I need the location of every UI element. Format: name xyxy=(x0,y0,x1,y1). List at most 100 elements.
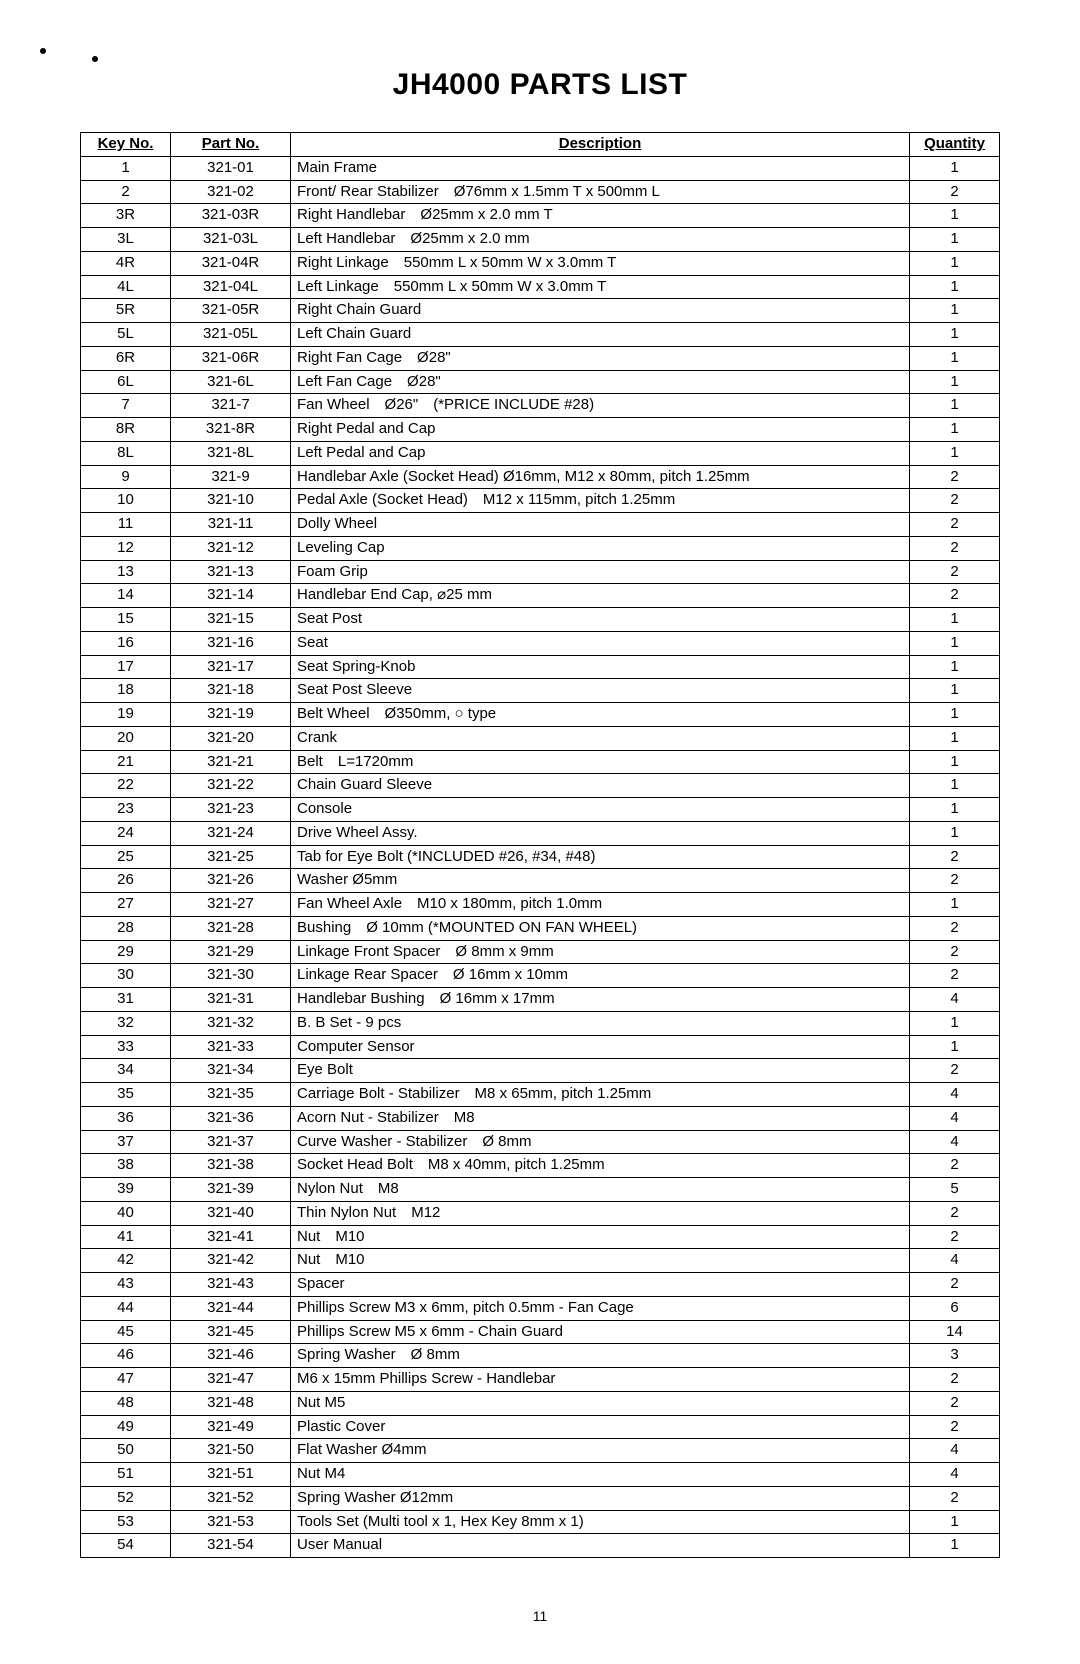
cell-part: 321-36 xyxy=(171,1106,291,1130)
cell-part: 321-9 xyxy=(171,465,291,489)
cell-quantity: 2 xyxy=(910,1201,1000,1225)
cell-description: Leveling Cap xyxy=(291,536,910,560)
cell-part: 321-13 xyxy=(171,560,291,584)
cell-key: 20 xyxy=(81,726,171,750)
table-row: 29321-29Linkage Front Spacer Ø 8mm x 9mm… xyxy=(81,940,1000,964)
cell-part: 321-03L xyxy=(171,228,291,252)
cell-description: Nut M4 xyxy=(291,1463,910,1487)
cell-description: Seat Spring-Knob xyxy=(291,655,910,679)
cell-description: Socket Head Bolt M8 x 40mm, pitch 1.25mm xyxy=(291,1154,910,1178)
table-row: 38321-38Socket Head Bolt M8 x 40mm, pitc… xyxy=(81,1154,1000,1178)
cell-key: 43 xyxy=(81,1273,171,1297)
cell-key: 2 xyxy=(81,180,171,204)
table-row: 48321-48Nut M52 xyxy=(81,1391,1000,1415)
cell-description: Belt Wheel Ø350mm, ○ type xyxy=(291,703,910,727)
table-row: 49321-49Plastic Cover2 xyxy=(81,1415,1000,1439)
cell-quantity: 2 xyxy=(910,1154,1000,1178)
cell-quantity: 1 xyxy=(910,1035,1000,1059)
cell-part: 321-30 xyxy=(171,964,291,988)
cell-part: 321-52 xyxy=(171,1486,291,1510)
table-row: 45321-45Phillips Screw M5 x 6mm - Chain … xyxy=(81,1320,1000,1344)
cell-part: 321-06R xyxy=(171,346,291,370)
cell-key: 12 xyxy=(81,536,171,560)
cell-key: 16 xyxy=(81,631,171,655)
table-row: 34321-34Eye Bolt2 xyxy=(81,1059,1000,1083)
table-row: 9321-9Handlebar Axle (Socket Head) Ø16mm… xyxy=(81,465,1000,489)
cell-part: 321-24 xyxy=(171,821,291,845)
cell-description: Carriage Bolt - Stabilizer M8 x 65mm, pi… xyxy=(291,1083,910,1107)
cell-key: 51 xyxy=(81,1463,171,1487)
cell-description: Left Handlebar Ø25mm x 2.0 mm xyxy=(291,228,910,252)
cell-description: Seat xyxy=(291,631,910,655)
cell-description: Fan Wheel Axle M10 x 180mm, pitch 1.0mm xyxy=(291,893,910,917)
cell-key: 23 xyxy=(81,798,171,822)
cell-description: Spring Washer Ø12mm xyxy=(291,1486,910,1510)
cell-part: 321-46 xyxy=(171,1344,291,1368)
table-row: 3R321-03RRight Handlebar Ø25mm x 2.0 mm … xyxy=(81,204,1000,228)
cell-quantity: 1 xyxy=(910,1534,1000,1558)
cell-description: Spring Washer Ø 8mm xyxy=(291,1344,910,1368)
cell-quantity: 1 xyxy=(910,275,1000,299)
cell-part: 321-25 xyxy=(171,845,291,869)
cell-quantity: 2 xyxy=(910,1273,1000,1297)
cell-quantity: 2 xyxy=(910,584,1000,608)
cell-description: Handlebar End Cap, ⌀25 mm xyxy=(291,584,910,608)
cell-description: Thin Nylon Nut M12 xyxy=(291,1201,910,1225)
cell-description: Nylon Nut M8 xyxy=(291,1178,910,1202)
cell-part: 321-01 xyxy=(171,156,291,180)
cell-part: 321-7 xyxy=(171,394,291,418)
cell-key: 21 xyxy=(81,750,171,774)
cell-quantity: 1 xyxy=(910,370,1000,394)
cell-key: 52 xyxy=(81,1486,171,1510)
cell-key: 4L xyxy=(81,275,171,299)
cell-part: 321-05R xyxy=(171,299,291,323)
table-body: 1321-01Main Frame12321-02Front/ Rear Sta… xyxy=(81,156,1000,1557)
table-row: 32321-32B. B Set - 9 pcs1 xyxy=(81,1011,1000,1035)
cell-quantity: 2 xyxy=(910,1368,1000,1392)
cell-description: Tools Set (Multi tool x 1, Hex Key 8mm x… xyxy=(291,1510,910,1534)
col-header-desc: Description xyxy=(291,133,910,157)
cell-quantity: 1 xyxy=(910,655,1000,679)
table-row: 19321-19Belt Wheel Ø350mm, ○ type1 xyxy=(81,703,1000,727)
cell-quantity: 1 xyxy=(910,893,1000,917)
cell-description: Left Linkage 550mm L x 50mm W x 3.0mm T xyxy=(291,275,910,299)
cell-part: 321-14 xyxy=(171,584,291,608)
cell-quantity: 2 xyxy=(910,1391,1000,1415)
cell-key: 4R xyxy=(81,251,171,275)
cell-part: 321-48 xyxy=(171,1391,291,1415)
cell-description: Bushing Ø 10mm (*MOUNTED ON FAN WHEEL) xyxy=(291,916,910,940)
table-row: 37321-37Curve Washer - Stabilizer Ø 8mm4 xyxy=(81,1130,1000,1154)
cell-key: 1 xyxy=(81,156,171,180)
cell-key: 44 xyxy=(81,1296,171,1320)
cell-part: 321-51 xyxy=(171,1463,291,1487)
cell-description: Front/ Rear Stabilizer Ø76mm x 1.5mm T x… xyxy=(291,180,910,204)
cell-description: Eye Bolt xyxy=(291,1059,910,1083)
cell-quantity: 6 xyxy=(910,1296,1000,1320)
table-row: 51321-51Nut M44 xyxy=(81,1463,1000,1487)
cell-quantity: 4 xyxy=(910,1083,1000,1107)
cell-key: 24 xyxy=(81,821,171,845)
cell-part: 321-17 xyxy=(171,655,291,679)
cell-key: 42 xyxy=(81,1249,171,1273)
table-row: 42321-42Nut M104 xyxy=(81,1249,1000,1273)
table-row: 27321-27Fan Wheel Axle M10 x 180mm, pitc… xyxy=(81,893,1000,917)
table-row: 53321-53Tools Set (Multi tool x 1, Hex K… xyxy=(81,1510,1000,1534)
table-row: 50321-50Flat Washer Ø4mm4 xyxy=(81,1439,1000,1463)
cell-part: 321-43 xyxy=(171,1273,291,1297)
cell-quantity: 1 xyxy=(910,750,1000,774)
cell-quantity: 1 xyxy=(910,774,1000,798)
table-row: 33321-33Computer Sensor1 xyxy=(81,1035,1000,1059)
cell-quantity: 1 xyxy=(910,1011,1000,1035)
cell-quantity: 4 xyxy=(910,1130,1000,1154)
table-row: 12321-12Leveling Cap2 xyxy=(81,536,1000,560)
cell-key: 46 xyxy=(81,1344,171,1368)
cell-part: 321-11 xyxy=(171,513,291,537)
cell-description: Linkage Front Spacer Ø 8mm x 9mm xyxy=(291,940,910,964)
cell-part: 321-49 xyxy=(171,1415,291,1439)
cell-key: 36 xyxy=(81,1106,171,1130)
cell-key: 45 xyxy=(81,1320,171,1344)
cell-description: B. B Set - 9 pcs xyxy=(291,1011,910,1035)
scan-speck xyxy=(92,56,98,62)
table-row: 10321-10Pedal Axle (Socket Head) M12 x 1… xyxy=(81,489,1000,513)
cell-quantity: 2 xyxy=(910,916,1000,940)
